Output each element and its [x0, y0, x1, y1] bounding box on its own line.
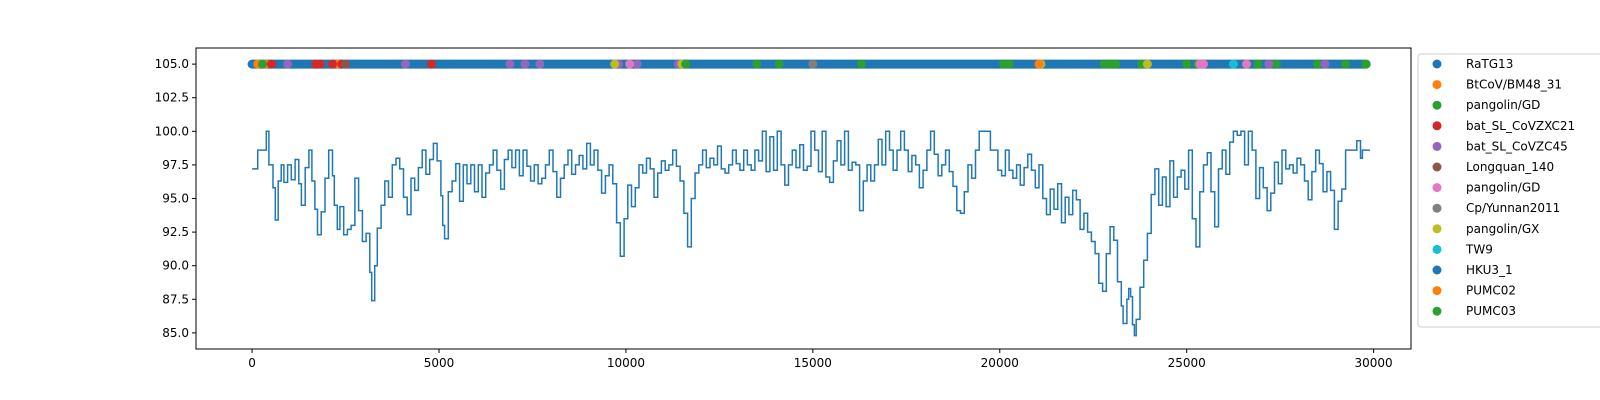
- marker-point: [1354, 59, 1364, 69]
- legend-label: RaTG13: [1466, 57, 1513, 71]
- legend-label: Cp/Yunnan2011: [1466, 201, 1560, 215]
- y-tick-label: 90.0: [162, 259, 189, 273]
- marker-point: [808, 59, 818, 69]
- legend-label: Longquan_140: [1466, 160, 1554, 174]
- x-tick-label: 20000: [981, 356, 1019, 370]
- legend-label: PUMC03: [1466, 304, 1516, 318]
- y-tick-label: 85.0: [162, 326, 189, 340]
- legend-marker: [1432, 265, 1442, 275]
- legend-label: bat_SL_CoVZC45: [1466, 139, 1568, 153]
- marker-point: [341, 59, 350, 69]
- marker-point: [1142, 59, 1152, 69]
- marker-point: [400, 59, 410, 69]
- legend: RaTG13 BtCoV/BM48_31 pangolin/GD bat_SL_Co…: [1417, 53, 1600, 328]
- marker-point: [505, 59, 515, 69]
- legend-marker: [1432, 306, 1442, 316]
- legend-marker: [1432, 244, 1442, 254]
- legend-label: pangolin/GX: [1466, 222, 1539, 236]
- legend-marker: [1432, 203, 1442, 213]
- y-tick-label: 95.0: [162, 192, 189, 206]
- y-tick-label: 102.5: [155, 91, 189, 105]
- marker-point: [328, 59, 337, 69]
- marker-point: [1253, 59, 1263, 69]
- marker-point: [625, 59, 635, 69]
- y-tick-label: 100.0: [155, 124, 189, 138]
- marker-point: [1199, 59, 1208, 69]
- marker-point: [752, 59, 762, 69]
- marker-point: [1242, 59, 1251, 69]
- marker-point: [267, 59, 276, 69]
- legend-marker: [1432, 80, 1442, 90]
- marker-point: [1341, 59, 1351, 69]
- y-tick-label: 105.0: [155, 57, 189, 71]
- marker-point: [1228, 59, 1238, 69]
- legend-marker: [1432, 100, 1442, 110]
- markers-layer: [253, 59, 1371, 69]
- legend-frame: [1417, 53, 1600, 328]
- marker-point: [1264, 59, 1274, 69]
- identity-line: [252, 130, 1370, 337]
- legend-label: bat_SL_CoVZXC21: [1466, 119, 1575, 133]
- marker-point: [520, 59, 530, 69]
- x-tick-label: 5000: [424, 356, 455, 370]
- y-axis: 85.0 87.5 90.0 92.5 95.0 97.5 100.0 102.5 105.0: [155, 57, 196, 340]
- marker-point: [258, 59, 267, 69]
- marker-point: [427, 59, 436, 69]
- legend-marker: [1432, 183, 1442, 193]
- y-tick-label: 97.5: [162, 158, 189, 172]
- marker-point: [774, 59, 784, 69]
- marker-point: [1313, 59, 1322, 69]
- marker-point: [535, 59, 545, 69]
- legend-label: TW9: [1465, 242, 1493, 256]
- legend-marker: [1432, 59, 1442, 69]
- x-tick-label: 10000: [607, 356, 645, 370]
- x-axis: 0 5000 10000 15000 20000 25000 30000: [248, 349, 1393, 370]
- legend-label: BtCoV/BM48_31: [1466, 78, 1562, 92]
- marker-point: [856, 59, 866, 69]
- y-tick-label: 92.5: [162, 225, 189, 239]
- legend-marker: [1432, 224, 1442, 234]
- legend-label: PUMC02: [1466, 284, 1516, 298]
- marker-point: [315, 59, 325, 69]
- line-series-layer: [252, 130, 1370, 337]
- legend-label: pangolin/GD: [1466, 181, 1540, 195]
- x-tick-label: 0: [248, 356, 256, 370]
- marker-point: [1271, 59, 1281, 69]
- marker-point: [283, 59, 293, 69]
- marker-point: [632, 59, 642, 69]
- marker-point: [1320, 59, 1330, 69]
- marker-point: [610, 59, 620, 69]
- legend-marker: [1432, 162, 1442, 172]
- legend-label: HKU3_1: [1466, 263, 1513, 277]
- x-tick-label: 25000: [1168, 356, 1206, 370]
- marker-point: [681, 59, 691, 69]
- plot-background: [196, 48, 1411, 349]
- legend-label: pangolin/GD: [1466, 98, 1540, 112]
- y-tick-label: 87.5: [162, 292, 189, 306]
- marker-point: [1004, 59, 1014, 69]
- legend-marker: [1432, 121, 1442, 131]
- legend-marker: [1432, 286, 1442, 296]
- marker-point: [1182, 59, 1192, 69]
- marker-point: [1361, 59, 1371, 69]
- legend-marker: [1432, 141, 1442, 151]
- marker-point: [1111, 59, 1121, 69]
- x-tick-label: 30000: [1355, 356, 1393, 370]
- marker-point: [1034, 59, 1044, 69]
- x-tick-label: 15000: [794, 356, 832, 370]
